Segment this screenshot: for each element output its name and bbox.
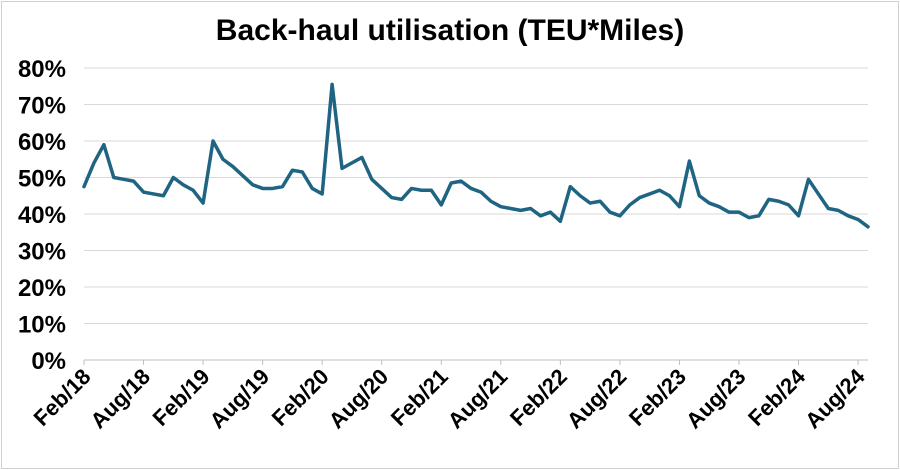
x-tick-label: Aug/20: [324, 364, 394, 434]
x-tick-label: Feb/23: [624, 364, 691, 431]
gridlines: [84, 67, 868, 324]
x-tick-label: Feb/19: [148, 364, 215, 431]
y-tick-label: 40%: [18, 202, 66, 229]
x-tick-label: Aug/23: [681, 364, 751, 434]
chart-title: Back-haul utilisation (TEU*Miles): [216, 14, 684, 47]
y-tick-label: 60%: [18, 129, 66, 156]
x-tick-label: Aug/19: [205, 364, 275, 434]
y-tick-label: 20%: [18, 275, 66, 302]
x-tick-label: Feb/24: [743, 363, 811, 431]
y-axis-tick-labels: 0% 10% 20% 30% 40% 50% 60% 70% 80%: [18, 56, 66, 375]
x-tick-label: Feb/20: [267, 364, 334, 431]
y-tick-label: 30%: [18, 239, 66, 266]
y-tick-label: 10%: [18, 312, 66, 339]
x-axis-tick-labels: Feb/18Aug/18Feb/19Aug/19Feb/20Aug/20Feb/…: [29, 360, 870, 434]
series-line: [82, 82, 870, 229]
y-tick-label: 50%: [18, 166, 66, 193]
series-layer: [82, 82, 870, 229]
x-tick-label: Aug/24: [800, 363, 870, 433]
y-tick-label: 0%: [31, 348, 66, 375]
x-tick-label: Aug/18: [86, 364, 156, 434]
x-tick-label: Feb/21: [386, 364, 453, 431]
x-tick-label: Aug/21: [443, 364, 513, 434]
y-tick-label: 70%: [18, 93, 66, 120]
y-tick-label: 80%: [18, 56, 66, 83]
x-tick-label: Aug/22: [562, 364, 632, 434]
x-tick-label: Feb/22: [505, 364, 572, 431]
